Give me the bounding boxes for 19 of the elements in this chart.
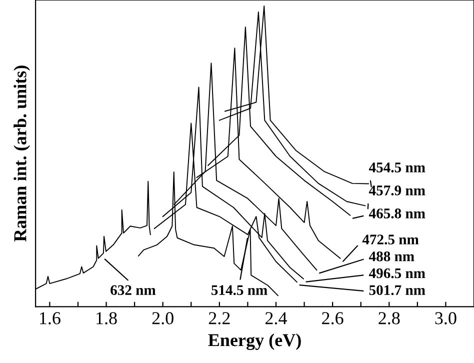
legend-label: 496.5 nm	[368, 268, 426, 278]
legend-label: 501.7 nm	[369, 285, 426, 296]
legend-label: 488 nm	[368, 251, 414, 262]
x-axis-title: Energy (eV)	[208, 334, 301, 350]
series-label: 454.5 nm	[368, 162, 426, 172]
x-tick-label: 3.0	[435, 312, 456, 324]
x-tick-label: 2.0	[152, 312, 174, 324]
legend-label: 465.8 nm	[368, 208, 426, 218]
series-label: 514.5 nm	[212, 285, 268, 296]
series-label: 472.5 nm	[362, 234, 419, 244]
x-tick-label: 2.8	[378, 312, 400, 324]
y-axis-title: Raman int. (arb. units)	[14, 66, 30, 242]
x-tick-label: 1.6	[40, 312, 60, 324]
legend-label: 457.9 nm	[368, 186, 426, 196]
series-label: 632 nm	[110, 285, 156, 296]
x-tick-label: 2.4	[266, 312, 287, 324]
x-tick-label: 1.8	[96, 312, 117, 324]
x-tick-label: 2.2	[208, 312, 230, 324]
x-tick-label: 2.6	[322, 312, 344, 324]
